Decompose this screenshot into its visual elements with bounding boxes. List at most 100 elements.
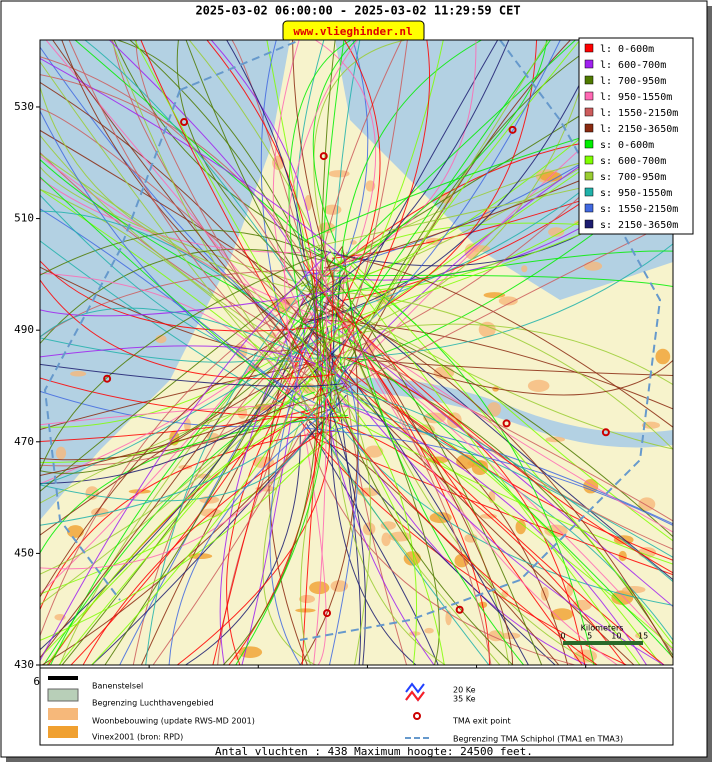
flight-track	[40, 208, 303, 405]
flight-track	[185, 40, 319, 301]
flight-track	[212, 344, 303, 665]
flight-track	[226, 331, 327, 665]
flight-track	[68, 40, 314, 381]
town	[483, 292, 506, 299]
town	[550, 608, 574, 621]
flight-track	[226, 40, 305, 257]
legend-box	[578, 37, 694, 235]
flight-track	[152, 409, 315, 665]
scale-line	[563, 641, 643, 645]
flight-track	[337, 40, 482, 374]
legend-swatch	[584, 75, 594, 85]
flight-track	[333, 386, 673, 641]
exit-point	[601, 428, 610, 437]
scale-label: 10	[611, 632, 621, 641]
tma-boundary	[43, 40, 662, 641]
flight-track	[321, 274, 673, 287]
flight-track	[168, 401, 340, 665]
flight-track	[140, 40, 341, 422]
flight-track	[304, 427, 673, 526]
flight-track	[40, 363, 344, 387]
flight-track	[129, 40, 332, 402]
y-tick-label: 510	[14, 212, 34, 225]
legend-swatch	[584, 107, 594, 117]
y-tick-label: 530	[14, 100, 34, 113]
exit-point	[502, 419, 511, 428]
flight-track	[40, 188, 331, 406]
town	[55, 446, 67, 460]
town	[70, 370, 87, 377]
flight-track	[61, 282, 322, 665]
flight-track	[300, 412, 327, 665]
flight-track	[70, 310, 325, 665]
flight-track	[40, 307, 305, 357]
flight-track	[260, 40, 308, 411]
flight-track	[318, 283, 492, 665]
flight-track	[40, 260, 319, 332]
town	[655, 348, 671, 365]
flight-track	[228, 272, 334, 665]
flight-track	[333, 220, 673, 397]
town	[364, 445, 384, 458]
flight-track	[40, 407, 349, 641]
flight-track	[300, 318, 673, 410]
flight-track	[135, 40, 310, 389]
map-border	[39, 39, 674, 666]
flight-track	[337, 254, 673, 428]
flight-track	[82, 430, 324, 665]
exit-label: TMA exit point	[452, 717, 511, 726]
flight-track	[269, 324, 315, 665]
flight-track	[40, 86, 331, 297]
flight-track	[344, 40, 551, 333]
flight-track	[40, 279, 335, 380]
flight-track	[322, 301, 673, 659]
legend-swatch	[584, 91, 594, 101]
town	[515, 519, 526, 535]
town	[155, 334, 167, 344]
scale-title: Kilometers	[581, 624, 624, 633]
flight-track	[40, 290, 331, 317]
flight-track	[40, 178, 301, 254]
flight-track	[50, 292, 329, 665]
flight-track	[40, 152, 315, 350]
vinex-label: Vinex2001 (bron: RPD)	[92, 733, 183, 742]
flight-track	[304, 247, 673, 550]
flight-track	[61, 40, 329, 360]
flight-track	[210, 40, 318, 323]
flight-track	[40, 129, 346, 322]
flight-track	[315, 367, 673, 649]
land	[40, 40, 673, 665]
flight-track	[40, 107, 311, 325]
legend-label: s: 2150-3650m	[600, 220, 678, 231]
flight-track	[40, 339, 347, 484]
flight-track	[340, 341, 673, 522]
flight-track	[104, 282, 320, 665]
flight-track	[272, 40, 336, 352]
town	[423, 412, 446, 424]
runways-icon	[48, 676, 78, 680]
legend-label: l: 950-1550m	[600, 92, 672, 103]
flight-track	[307, 365, 445, 665]
town	[381, 532, 391, 547]
flight-track	[332, 361, 665, 665]
town	[487, 402, 501, 417]
flight-track	[235, 365, 325, 665]
url[interactable]: www.vlieghinder.nl	[293, 25, 412, 38]
boundary-icon	[47, 688, 79, 702]
map	[40, 40, 673, 665]
flight-track	[314, 250, 673, 299]
town	[618, 550, 627, 562]
flight-track	[40, 377, 349, 419]
flight-track	[313, 40, 406, 281]
flight-track	[40, 401, 308, 504]
flight-track	[40, 194, 301, 362]
flight-track	[347, 312, 514, 665]
flight-track	[59, 256, 348, 665]
scale-label: 5	[587, 632, 592, 641]
flight-track	[284, 40, 358, 397]
legend-swatch	[584, 155, 594, 165]
y-tick-label: 430	[14, 658, 34, 671]
legend-swatch	[584, 59, 594, 69]
exit-point	[508, 125, 517, 134]
